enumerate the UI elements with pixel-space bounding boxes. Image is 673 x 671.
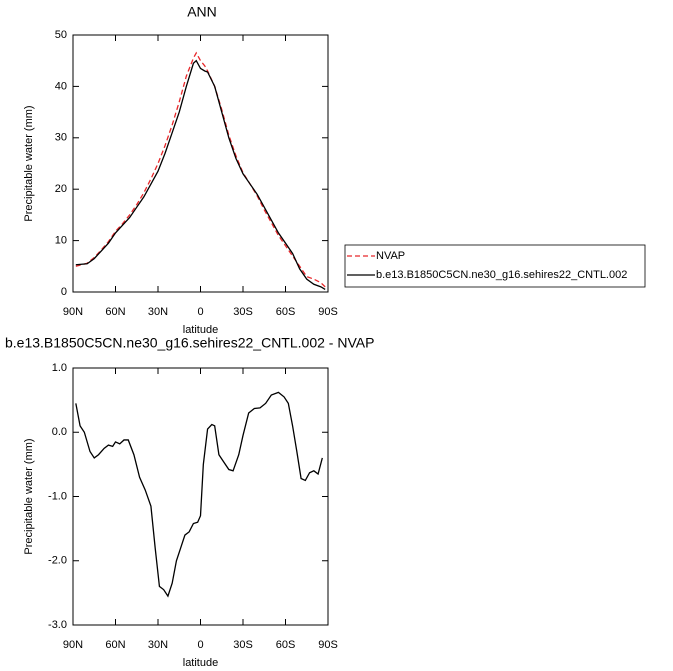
y-tick-label: -3.0 bbox=[48, 619, 67, 631]
y-axis-label: Precipitable water (mm) bbox=[23, 438, 35, 554]
y-tick-label: 0.0 bbox=[52, 426, 67, 438]
data-line bbox=[75, 51, 326, 288]
plot-frame bbox=[72, 367, 329, 626]
data-line bbox=[75, 391, 323, 598]
x-tick-label: 60N bbox=[105, 639, 125, 651]
y-tick-label: 40 bbox=[55, 80, 67, 92]
x-tick-label: 0 bbox=[197, 306, 203, 318]
x-tick-label: 90N bbox=[63, 306, 83, 318]
legend-label: NVAP bbox=[376, 250, 405, 262]
x-tick-label: 30N bbox=[148, 306, 168, 318]
x-tick-label: 30S bbox=[233, 639, 253, 651]
y-tick-label: 20 bbox=[55, 183, 67, 195]
x-tick-label: 90N bbox=[63, 639, 83, 651]
y-tick-label: -1.0 bbox=[48, 490, 67, 502]
data-line bbox=[75, 59, 326, 290]
y-axis-label: Precipitable water (mm) bbox=[23, 105, 35, 221]
x-axis-label: latitude bbox=[183, 657, 218, 669]
chart-title: b.e13.B1850C5CN.ne30_g16.sehires22_CNTL.… bbox=[5, 335, 374, 351]
y-tick-label: 1.0 bbox=[52, 362, 67, 374]
y-tick-label: 30 bbox=[55, 132, 67, 144]
x-tick-label: 0 bbox=[197, 639, 203, 651]
x-tick-label: 90S bbox=[318, 639, 338, 651]
y-tick-label: 0 bbox=[61, 286, 67, 298]
x-tick-label: 90S bbox=[318, 306, 338, 318]
plot-frame bbox=[72, 34, 329, 293]
legend-box bbox=[344, 244, 646, 288]
y-tick-label: -2.0 bbox=[48, 555, 67, 567]
chart-title: ANN bbox=[187, 4, 217, 20]
x-tick-label: 60N bbox=[105, 306, 125, 318]
x-tick-label: 30S bbox=[233, 306, 253, 318]
y-tick-label: 10 bbox=[55, 235, 67, 247]
y-tick-label: 50 bbox=[55, 29, 67, 41]
x-tick-label: 60S bbox=[276, 306, 296, 318]
legend-label: b.e13.B1850C5CN.ne30_g16.sehires22_CNTL.… bbox=[376, 269, 627, 281]
x-tick-label: 60S bbox=[276, 639, 296, 651]
x-tick-label: 30N bbox=[148, 639, 168, 651]
x-axis-label: latitude bbox=[183, 324, 218, 336]
